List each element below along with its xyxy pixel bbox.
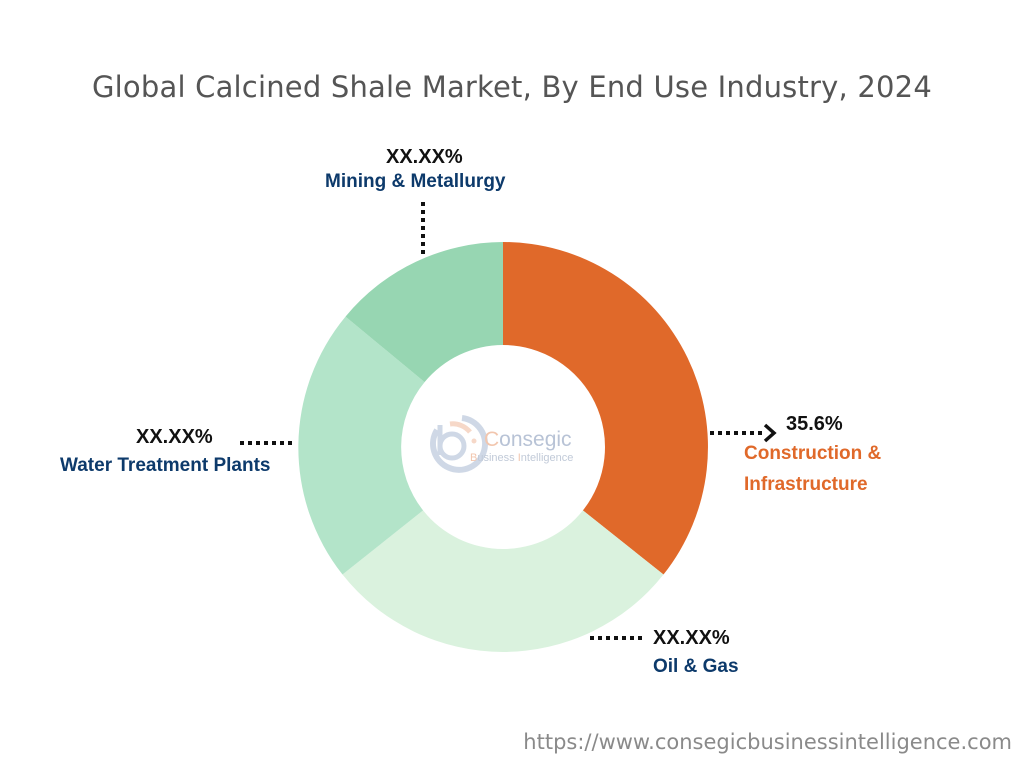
watermark-brand: Consegic [484, 428, 572, 451]
arrow-icon [763, 423, 777, 443]
footer-url: https://www.consegicbusinessintelligence… [523, 730, 1012, 754]
consegic-logo-icon [430, 415, 489, 473]
water-label: Water Treatment Plants [60, 455, 271, 476]
construction-label: Construction & Infrastructure [744, 438, 881, 500]
oil-gas-label: Oil & Gas [653, 656, 739, 677]
construction-label-line1: Construction & [744, 443, 882, 464]
chart-title: Global Calcined Shale Market, By End Use… [92, 70, 932, 104]
construction-label-line2: Infrastructure [744, 474, 868, 495]
oil-gas-value: XX.XX% [653, 627, 730, 649]
segment-water-treatment [298, 316, 425, 575]
watermark-subtitle: Business Intelligence [470, 452, 574, 464]
segment-oil-gas [342, 510, 664, 652]
segment-mining [345, 242, 503, 383]
construction-value: 35.6% [786, 413, 843, 435]
water-value: XX.XX% [136, 426, 213, 448]
mining-value: XX.XX% [386, 146, 463, 168]
mining-label: Mining & Metallurgy [325, 171, 506, 192]
segment-construction [503, 242, 708, 575]
